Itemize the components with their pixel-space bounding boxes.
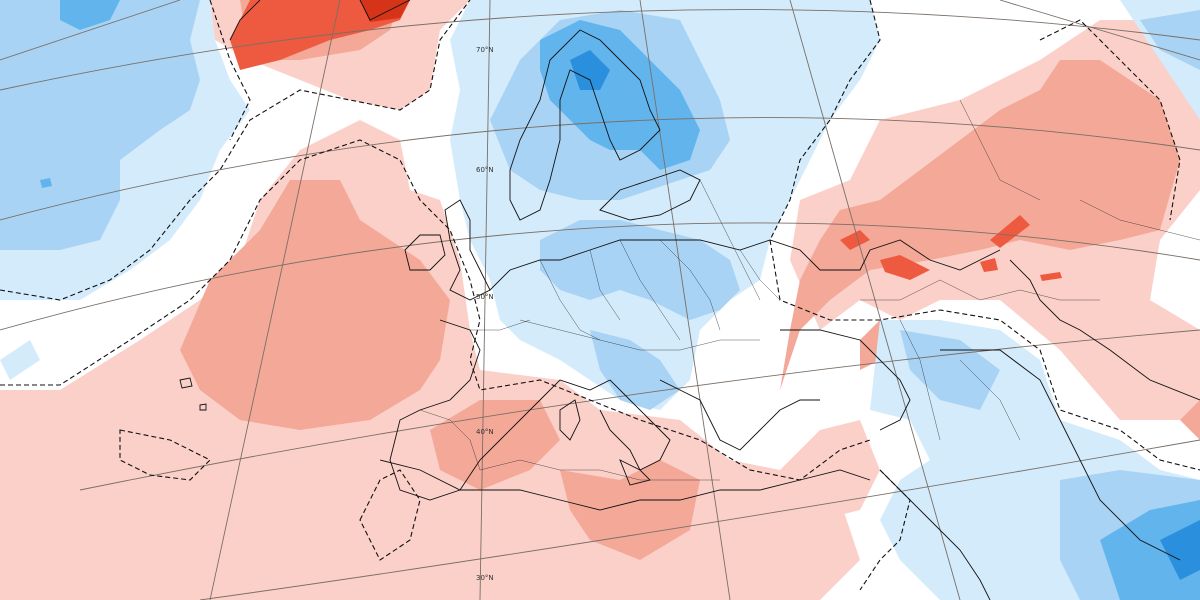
lat-label-30: 30°N bbox=[476, 574, 494, 582]
country-borders bbox=[419, 99, 1200, 481]
lat-label-70: 70°N bbox=[476, 46, 494, 54]
warm-anomaly-strong bbox=[230, 0, 1062, 281]
coastlines bbox=[179, 0, 1200, 600]
lat-label-60: 60°N bbox=[476, 166, 494, 174]
cold-anomaly-deep bbox=[570, 50, 1200, 580]
latitude-labels: 70°N 60°N 50°N 40°N 30°N bbox=[476, 46, 494, 582]
lat-label-50: 50°N bbox=[476, 293, 494, 301]
lat-label-40: 40°N bbox=[476, 428, 494, 436]
warm-anomaly-deep bbox=[360, 0, 410, 22]
